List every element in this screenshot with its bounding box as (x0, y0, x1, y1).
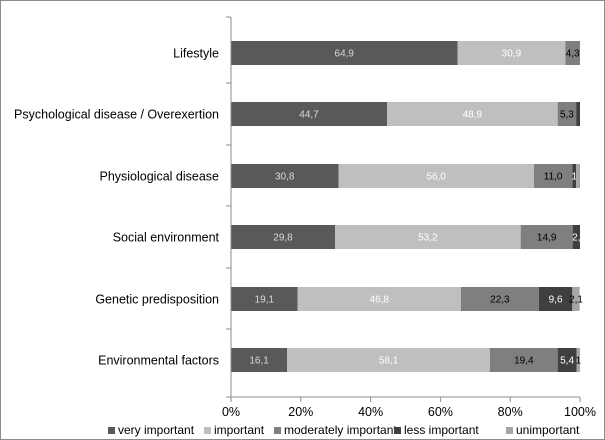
legend-label: important (214, 423, 265, 437)
data-label: 2,1 (569, 295, 583, 306)
legend-label: very important (118, 423, 195, 437)
data-label: 14,9 (537, 233, 557, 244)
category-label: Environmental factors (98, 354, 219, 368)
data-label: 30,8 (275, 172, 295, 183)
legend-swatch (108, 427, 115, 434)
data-label: 58,1 (379, 356, 399, 367)
legend-label: unimportant (516, 423, 580, 437)
data-label: 19,4 (514, 356, 534, 367)
bar-segment (297, 287, 461, 311)
bar-segment (231, 41, 458, 65)
labels-layer: Lifestyle Psychological disease / Overexe… (14, 47, 583, 368)
bar-segment (565, 41, 580, 65)
category-label: Social environment (113, 231, 220, 245)
category-label: Psychological disease / Overexertion (14, 108, 219, 122)
data-label: 4,3 (566, 49, 580, 60)
data-label: 2, (572, 233, 580, 244)
data-label: 64,9 (335, 49, 355, 60)
data-label: 48,9 (463, 110, 483, 121)
bars-layer (231, 41, 580, 372)
x-tick-label: 0% (222, 405, 240, 419)
category-label: Lifestyle (173, 47, 219, 61)
bar-segment (231, 102, 388, 126)
data-label: 44,7 (299, 110, 319, 121)
category-label: Genetic predisposition (95, 293, 219, 307)
category-label: Physiological disease (99, 170, 219, 184)
legend-swatch (204, 427, 211, 434)
legend-swatch (394, 427, 401, 434)
legend-label: moderately important (284, 423, 397, 437)
x-tick-label: 20% (288, 405, 313, 419)
data-label: 1 (571, 172, 577, 183)
bar-segment (520, 225, 573, 249)
legend-label: less important (404, 423, 479, 437)
x-tick-label: 60% (428, 405, 453, 419)
data-label: 5,3 (560, 110, 574, 121)
data-label: 46,8 (370, 295, 390, 306)
bar-segment (538, 287, 573, 311)
bar-segment (387, 102, 558, 126)
bar-segment (557, 348, 577, 372)
data-label: 16,1 (249, 356, 269, 367)
bar-segment (572, 225, 580, 249)
legend: very important important moderately import… (108, 423, 580, 437)
data-label: 53,2 (418, 233, 438, 244)
bar-segment (338, 164, 534, 188)
data-label: 11,0 (544, 172, 563, 183)
data-label: 30,9 (502, 49, 522, 60)
data-label: 56,0 (426, 172, 446, 183)
bar-segment (231, 225, 336, 249)
x-tick-label: 80% (498, 405, 523, 419)
data-label: 19,1 (255, 295, 275, 306)
bar-segment (287, 348, 490, 372)
bar-segment (557, 102, 577, 126)
bar-segment (231, 164, 339, 188)
data-label: 9,6 (549, 295, 563, 306)
bar-segment (572, 164, 577, 188)
data-label: 1 (575, 356, 581, 367)
data-label: 5,4 (560, 356, 574, 367)
legend-swatch (506, 427, 513, 434)
legend-swatch (274, 427, 281, 434)
axes-layer: 0% 20% 40% 60% 80% 100% (222, 16, 596, 419)
x-tick-label: 100% (564, 405, 596, 419)
data-label: 22,3 (490, 295, 510, 306)
bar-segment (533, 164, 573, 188)
bar-segment (572, 287, 580, 311)
data-label: 29,8 (273, 233, 293, 244)
bar-segment (576, 164, 580, 188)
x-tick-label: 40% (358, 405, 383, 419)
bar-segment (489, 348, 558, 372)
bar-segment (576, 102, 580, 126)
bar-segment (231, 348, 288, 372)
bar-segment (335, 225, 521, 249)
bar-segment (576, 348, 580, 372)
bar-segment (231, 287, 298, 311)
bar-segment (457, 41, 566, 65)
bar-segment (460, 287, 539, 311)
